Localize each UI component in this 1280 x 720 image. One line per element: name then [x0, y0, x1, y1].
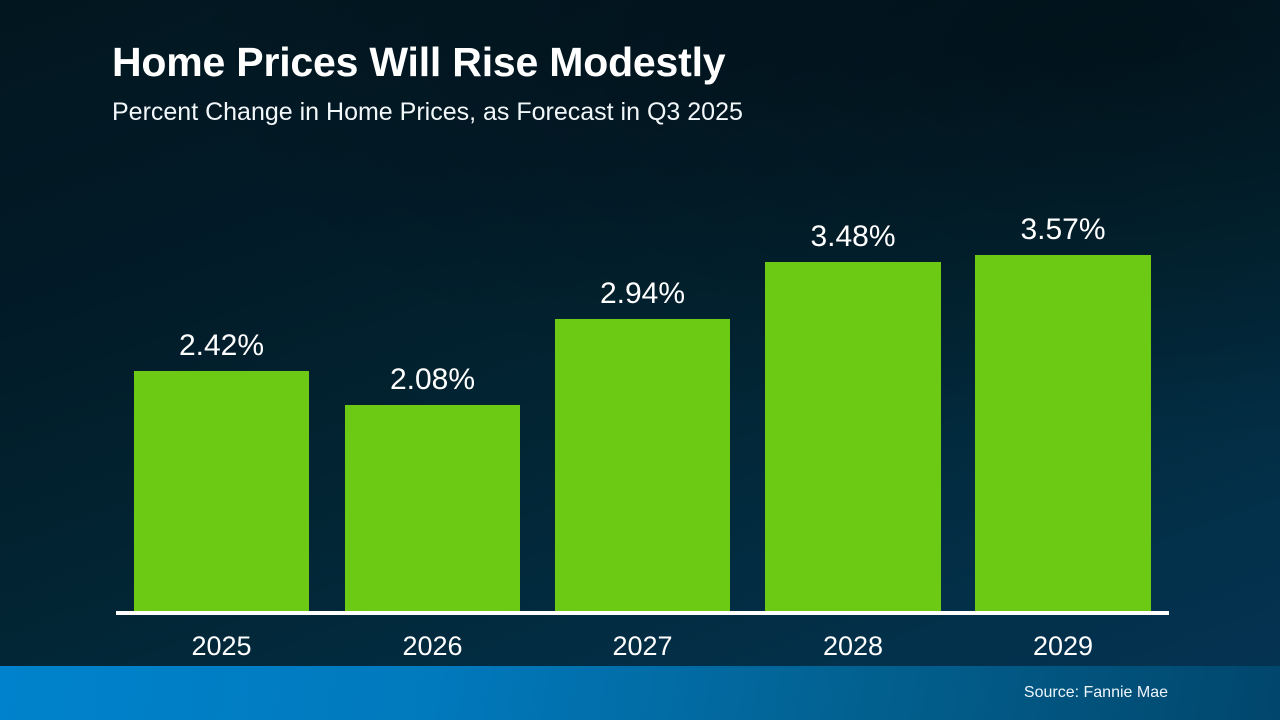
page-title: Home Prices Will Rise Modestly	[112, 39, 726, 85]
header: Home Prices Will Rise Modestly Percent C…	[112, 39, 1172, 127]
x-axis-tick-label: 2026	[402, 631, 463, 661]
bar-value-label: 3.57%	[1020, 213, 1106, 246]
bar-value-label: 3.48%	[810, 220, 896, 253]
bar-value-label: 2.42%	[178, 329, 265, 362]
bar-group: 3.57% 2029	[975, 213, 1151, 661]
bar[interactable]	[134, 371, 309, 613]
x-axis-tick-label: 2029	[1032, 631, 1094, 661]
bar-value-label: 2.94%	[599, 277, 686, 310]
source-label: Source: Fannie Mae	[1023, 684, 1168, 701]
bar-group: 3.48% 2028	[765, 220, 941, 661]
bar[interactable]	[975, 255, 1151, 613]
footer-bar: Source: Fannie Mae	[0, 666, 1280, 720]
x-axis-tick-label: 2028	[822, 631, 884, 661]
bar-value-label: 2.08%	[389, 363, 476, 396]
x-axis-tick-label: 2025	[191, 631, 252, 661]
bar[interactable]	[765, 262, 941, 613]
bar-group: 2.42% 2025	[134, 329, 309, 661]
page-subtitle: Percent Change in Home Prices, as Foreca…	[112, 98, 743, 127]
x-axis-tick-label: 2027	[612, 631, 673, 661]
bar-group: 2.08% 2026	[345, 363, 520, 661]
bar[interactable]	[555, 319, 730, 613]
bar-group: 2.94% 2027	[555, 277, 730, 661]
x-axis-line	[116, 611, 1169, 615]
bar[interactable]	[345, 405, 520, 613]
